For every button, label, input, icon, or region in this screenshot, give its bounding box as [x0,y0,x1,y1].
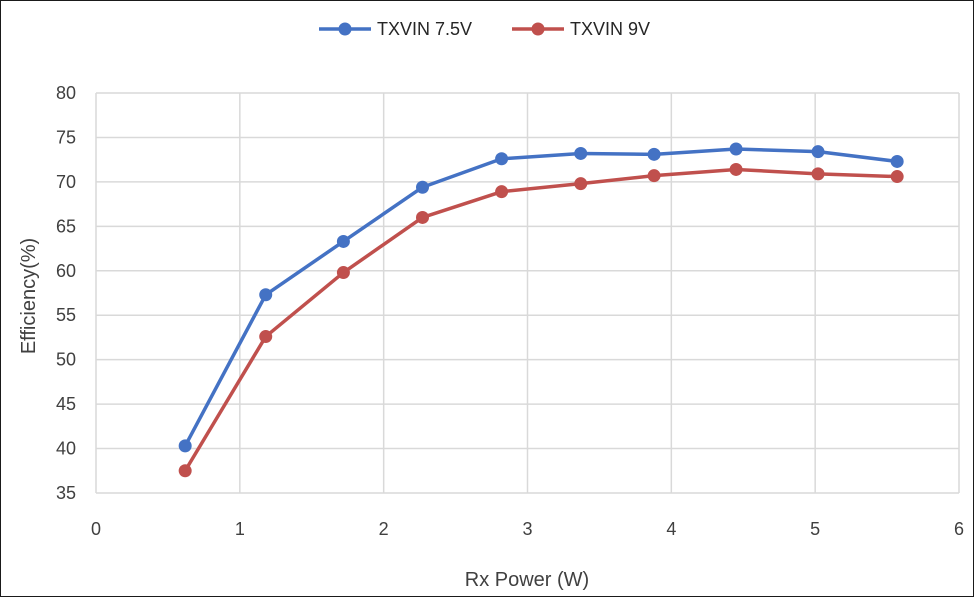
data-point [416,180,430,194]
data-point [647,147,661,161]
data-point [259,330,273,344]
x-tick-label: 5 [810,519,820,539]
x-axis-ticks: 0 1 2 3 4 5 6 [91,519,964,539]
data-point [729,162,743,176]
y-tick-label: 75 [56,127,76,147]
legend-item: TXVIN 7.5V [319,19,472,39]
data-point [574,146,588,160]
data-point [178,464,192,478]
y-tick-label: 35 [56,483,76,503]
grid [95,92,960,494]
y-tick-label: 45 [56,394,76,414]
y-tick-label: 55 [56,305,76,325]
x-axis-title: Rx Power (W) [465,569,589,591]
y-tick-label: 80 [56,83,76,103]
data-point [336,266,350,280]
legend-label: TXVIN 9V [570,19,650,39]
series-layer [178,142,904,478]
x-tick-label: 1 [235,519,245,539]
series-line [183,147,898,447]
y-tick-label: 65 [56,216,76,236]
data-point [890,170,904,184]
data-point [495,185,509,199]
y-tick-label: 60 [56,261,76,281]
series-2 [178,162,904,478]
legend-swatch-marker [531,22,545,36]
data-point [178,439,192,453]
x-tick-label: 6 [954,519,964,539]
y-axis-title: Efficiency(%) [18,238,40,354]
data-point [336,234,350,248]
data-point [811,167,825,181]
data-point [890,154,904,168]
x-tick-label: 0 [91,519,101,539]
data-point [729,142,743,156]
data-point [811,145,825,159]
y-tick-label: 50 [56,350,76,370]
y-axis-ticks: 35 40 45 50 55 60 65 70 75 80 [56,83,76,503]
legend-item: TXVIN 9V [512,19,650,39]
legend-label: TXVIN 7.5V [377,19,472,39]
data-point [416,210,430,224]
legend: TXVIN 7.5V TXVIN 9V [319,19,650,39]
data-point [574,177,588,191]
data-point [259,288,273,302]
series-1 [178,142,904,453]
x-tick-label: 2 [379,519,389,539]
y-tick-label: 40 [56,439,76,459]
x-tick-label: 3 [522,519,532,539]
data-point [647,169,661,183]
x-tick-label: 4 [666,519,676,539]
series-line [183,167,898,472]
y-tick-label: 70 [56,172,76,192]
legend-swatch-marker [338,22,352,36]
data-point [495,152,509,166]
